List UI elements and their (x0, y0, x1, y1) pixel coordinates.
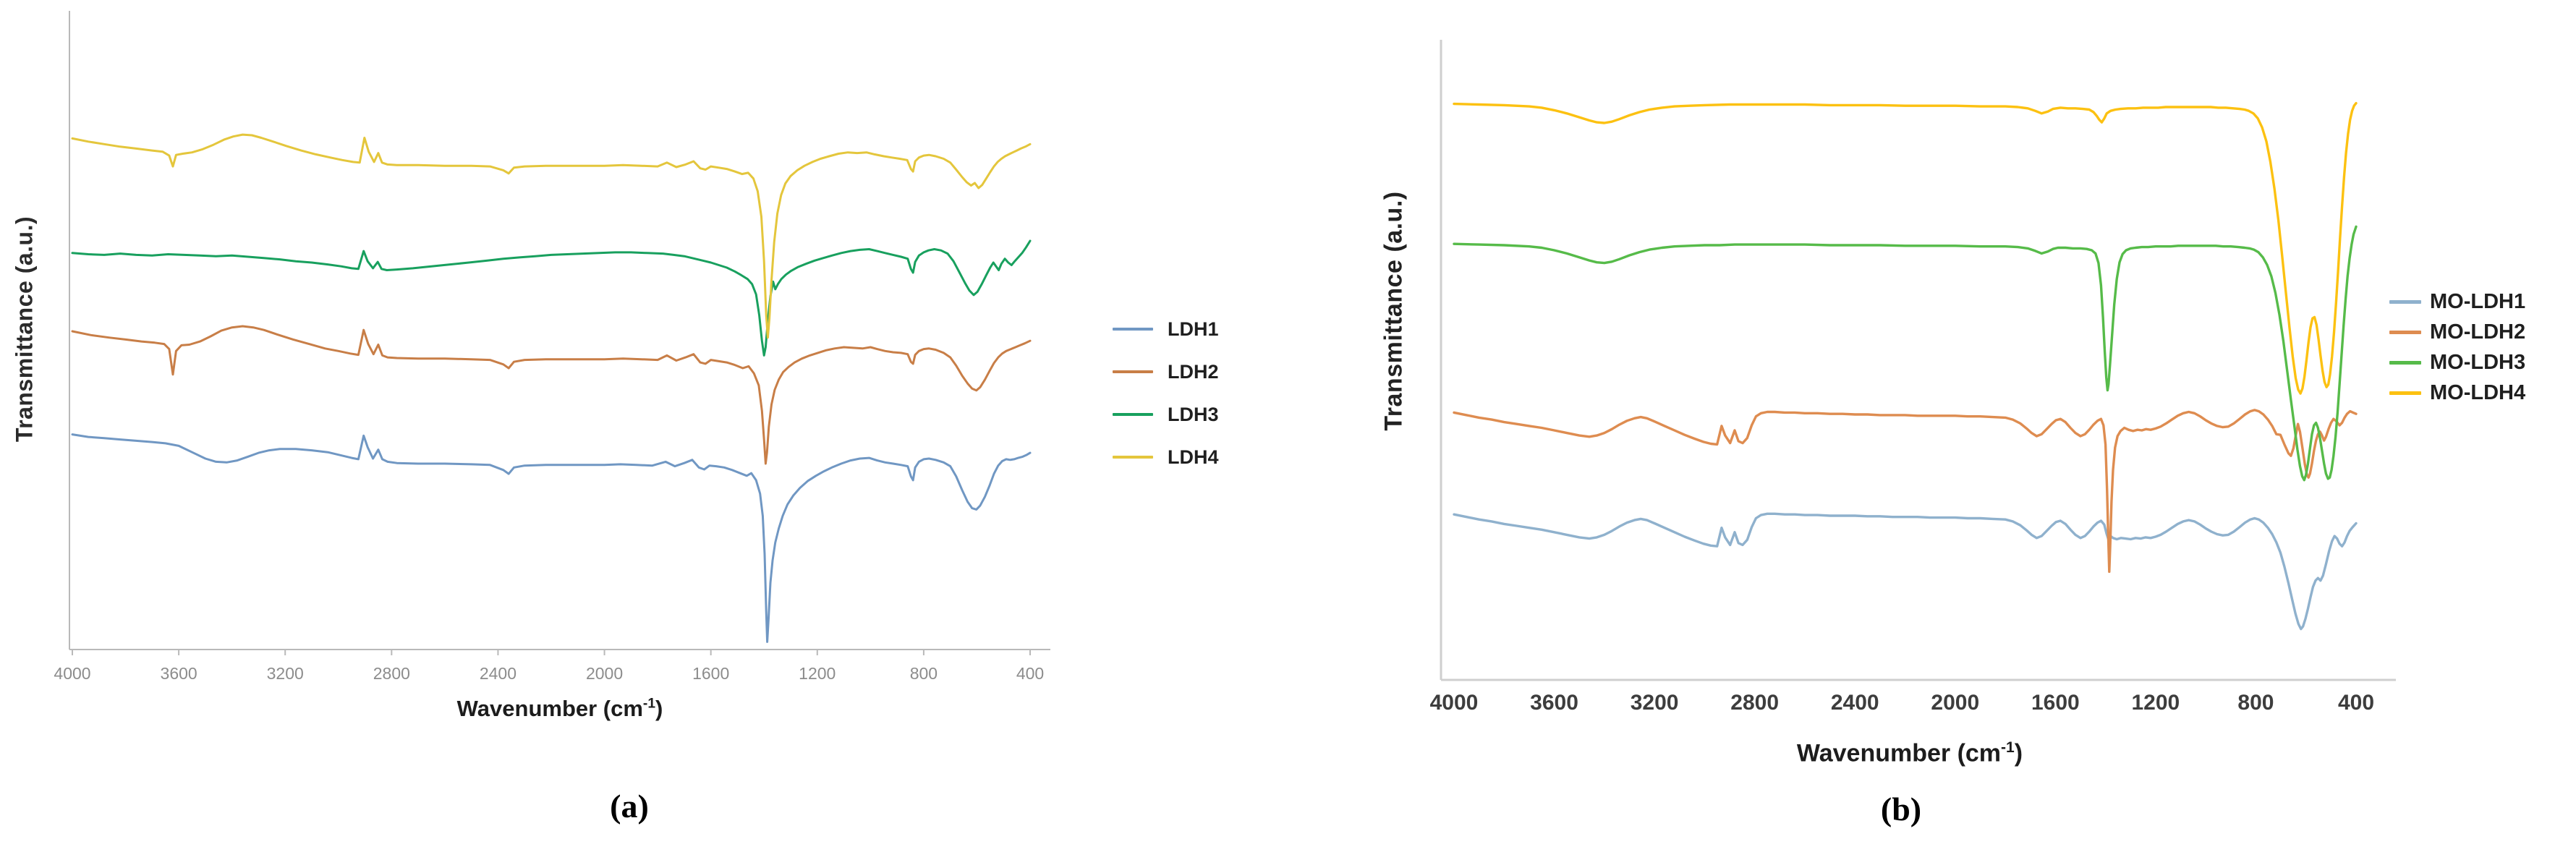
x-tick-label-a-1200: 1200 (799, 664, 836, 683)
legend-swatch-LDH1 (1113, 328, 1153, 331)
y-axis-label-b: Transmittance (a.u.) (1380, 191, 1408, 431)
legend-label-LDH3: LDH3 (1168, 403, 1219, 425)
legend-item-LDH1: LDH1 (1113, 318, 1219, 340)
curve-MO-LDH1 (1453, 512, 2358, 631)
x-tick-label-a-2800: 2800 (373, 664, 410, 683)
x-tick-label-b-3600: 3600 (1530, 691, 1578, 715)
legend-item-LDH4: LDH4 (1113, 446, 1219, 468)
legend-label-LDH2: LDH2 (1168, 360, 1219, 383)
x-tick-label-a-3200: 3200 (266, 664, 304, 683)
x-tick-label-b-2800: 2800 (1730, 691, 1780, 715)
legend-swatch-MO-LDH2 (2389, 330, 2421, 334)
x-tick-label-b-800: 800 (2237, 691, 2274, 715)
legend-item-MO-LDH1: MO-LDH1 (2389, 289, 2526, 313)
legend-item-MO-LDH2: MO-LDH2 (2389, 320, 2526, 344)
x-tick-label-b-2000: 2000 (1931, 691, 1980, 715)
legend-label-MO-LDH4: MO-LDH4 (2430, 380, 2526, 404)
legend-label-MO-LDH3: MO-LDH3 (2430, 350, 2526, 374)
y-axis-label-a: Transmittance (a.u.) (11, 216, 38, 443)
legend-label-MO-LDH2: MO-LDH2 (2430, 320, 2526, 344)
curve-MO-LDH4 (1453, 101, 2358, 395)
legend-swatch-MO-LDH4 (2389, 391, 2421, 395)
legend-label-LDH4: LDH4 (1168, 446, 1219, 468)
legend-item-LDH3: LDH3 (1113, 404, 1219, 425)
curve-LDH3 (71, 239, 1032, 357)
x-tick-label-a-1600: 1600 (692, 664, 730, 683)
x-axis-label-a-superscript: -1 (642, 696, 655, 712)
legend-label-MO-LDH1: MO-LDH1 (2430, 289, 2526, 313)
curve-LDH1 (71, 433, 1032, 643)
x-tick-label-b-400: 400 (2337, 691, 2375, 715)
x-tick-label-b-3200: 3200 (1630, 691, 1679, 715)
x-axis-label-b-text: Wavenumber (cm (1796, 739, 2002, 767)
legend-item-LDH2: LDH2 (1113, 361, 1219, 383)
x-tick-label-b-2400: 2400 (1830, 691, 1879, 715)
curve-MO-LDH2 (1453, 409, 2358, 574)
x-tick-label-a-3600: 3600 (160, 664, 197, 683)
curve-LDH4 (71, 133, 1032, 339)
caption-b: (b) (1880, 791, 1922, 827)
legend-swatch-MO-LDH1 (2389, 299, 2421, 304)
x-tick-label-b-1200: 1200 (2131, 691, 2180, 715)
curve-MO-LDH3 (1453, 225, 2358, 482)
legend-swatch-MO-LDH3 (2389, 360, 2421, 365)
x-tick-label-b-4000: 4000 (1429, 691, 1479, 715)
curve-LDH2 (71, 325, 1032, 465)
legend-swatch-LDH2 (1113, 370, 1153, 373)
x-axis-label-a: Wavenumber (cm-1) (457, 696, 663, 722)
legend-label-LDH1: LDH1 (1168, 318, 1219, 340)
legend-swatch-LDH3 (1113, 413, 1153, 416)
x-axis-label-a-text: Wavenumber (cm (456, 696, 643, 721)
x-tick-label-b-1600: 1600 (2031, 691, 2080, 715)
x-tick-label-a-2400: 2400 (479, 664, 517, 683)
x-axis-label-b-superscript: -1 (2001, 739, 2015, 756)
x-axis-label-b: Wavenumber (cm-1) (1797, 739, 2023, 767)
x-tick-label-a-400: 400 (1016, 664, 1045, 683)
x-tick-label-a-4000: 4000 (54, 664, 91, 683)
x-axis-label-a-close: ) (655, 696, 663, 721)
x-tick-label-a-800: 800 (909, 664, 938, 683)
caption-a: (a) (610, 788, 649, 825)
legend-swatch-LDH4 (1113, 456, 1153, 459)
legend-item-MO-LDH3: MO-LDH3 (2389, 350, 2526, 374)
legend-item-MO-LDH4: MO-LDH4 (2389, 380, 2526, 404)
x-tick-label-a-2000: 2000 (585, 664, 624, 683)
x-axis-label-b-close: ) (2014, 739, 2023, 767)
